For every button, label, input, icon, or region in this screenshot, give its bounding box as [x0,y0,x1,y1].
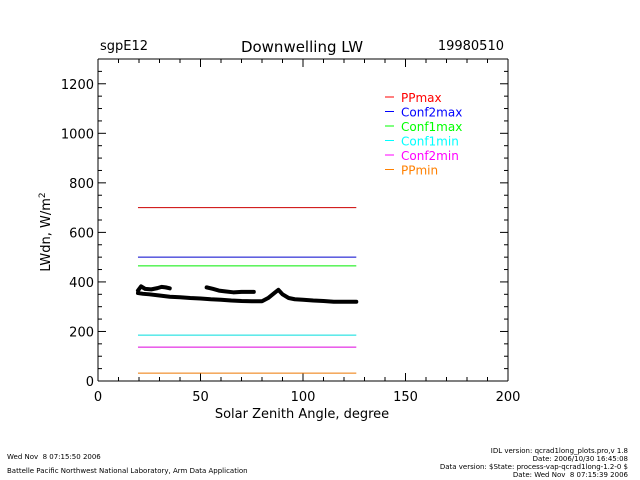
y-axis-label: LWdn, W/m2 [38,192,54,271]
date-label: 19980510 [438,39,504,54]
data-series [135,287,359,304]
chart-title: Downwelling LW [241,38,363,56]
x-tick-label: 50 [192,390,209,405]
data-version: Data version: $State: process-vap-qcrad1… [439,463,628,471]
site-label: sgpE12 [100,39,148,54]
footer-version-info: IDL version: qcrad1long_plots.pro,v 1.8 D… [440,447,628,479]
x-tick-label: 100 [291,390,316,405]
x-tick-label: 150 [393,390,418,405]
legend-label-Conf2max: Conf2max [401,106,462,120]
y-axis-label-superscript: 2 [38,192,48,198]
legend-label-PPmax: PPmax [401,91,442,105]
y-tick-label: 800 [69,177,94,192]
y-axis-label-text: LWdn, W/m [39,198,54,272]
y-tick-label: 200 [69,325,94,340]
y-tick-label: 400 [69,276,94,291]
y-tick-label: 1200 [61,78,94,93]
x-axis-label: Solar Zenith Angle, degree [215,407,389,422]
footer-organization: Battelle Pacific Northwest National Labo… [7,467,248,475]
idl-date: Date: 2006/10/30 16:45:08 [532,455,628,463]
footer-date: Wed Nov 8 07:15:50 2006 [7,453,101,461]
y-tick-label: 1000 [61,127,94,142]
x-tick-label: 0 [94,390,102,405]
legend-label-Conf1min: Conf1min [401,135,459,149]
legend-label-PPmin: PPmin [401,164,438,178]
y-tick-label: 600 [69,226,94,241]
data-date: Date: Wed Nov 8 07:15:39 2006 [512,471,628,479]
data-series [135,284,172,293]
data-series [204,285,256,295]
y-tick-label: 0 [86,375,94,390]
legend-label-Conf2min: Conf2min [401,149,459,163]
legend-label-Conf1max: Conf1max [401,120,462,134]
idl-version: IDL version: qcrad1long_plots.pro,v 1.8 [490,447,628,455]
x-tick-label: 200 [496,390,521,405]
